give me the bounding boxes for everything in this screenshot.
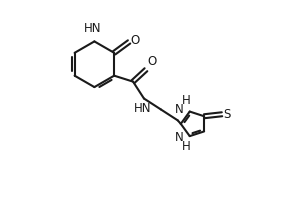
Text: H: H <box>182 140 191 153</box>
Text: H: H <box>182 94 191 107</box>
Text: N: N <box>175 131 183 144</box>
Text: O: O <box>131 34 140 47</box>
Text: S: S <box>224 108 231 121</box>
Text: HN: HN <box>134 102 152 115</box>
Text: N: N <box>175 103 183 116</box>
Text: HN: HN <box>84 22 101 35</box>
Text: O: O <box>147 55 156 68</box>
